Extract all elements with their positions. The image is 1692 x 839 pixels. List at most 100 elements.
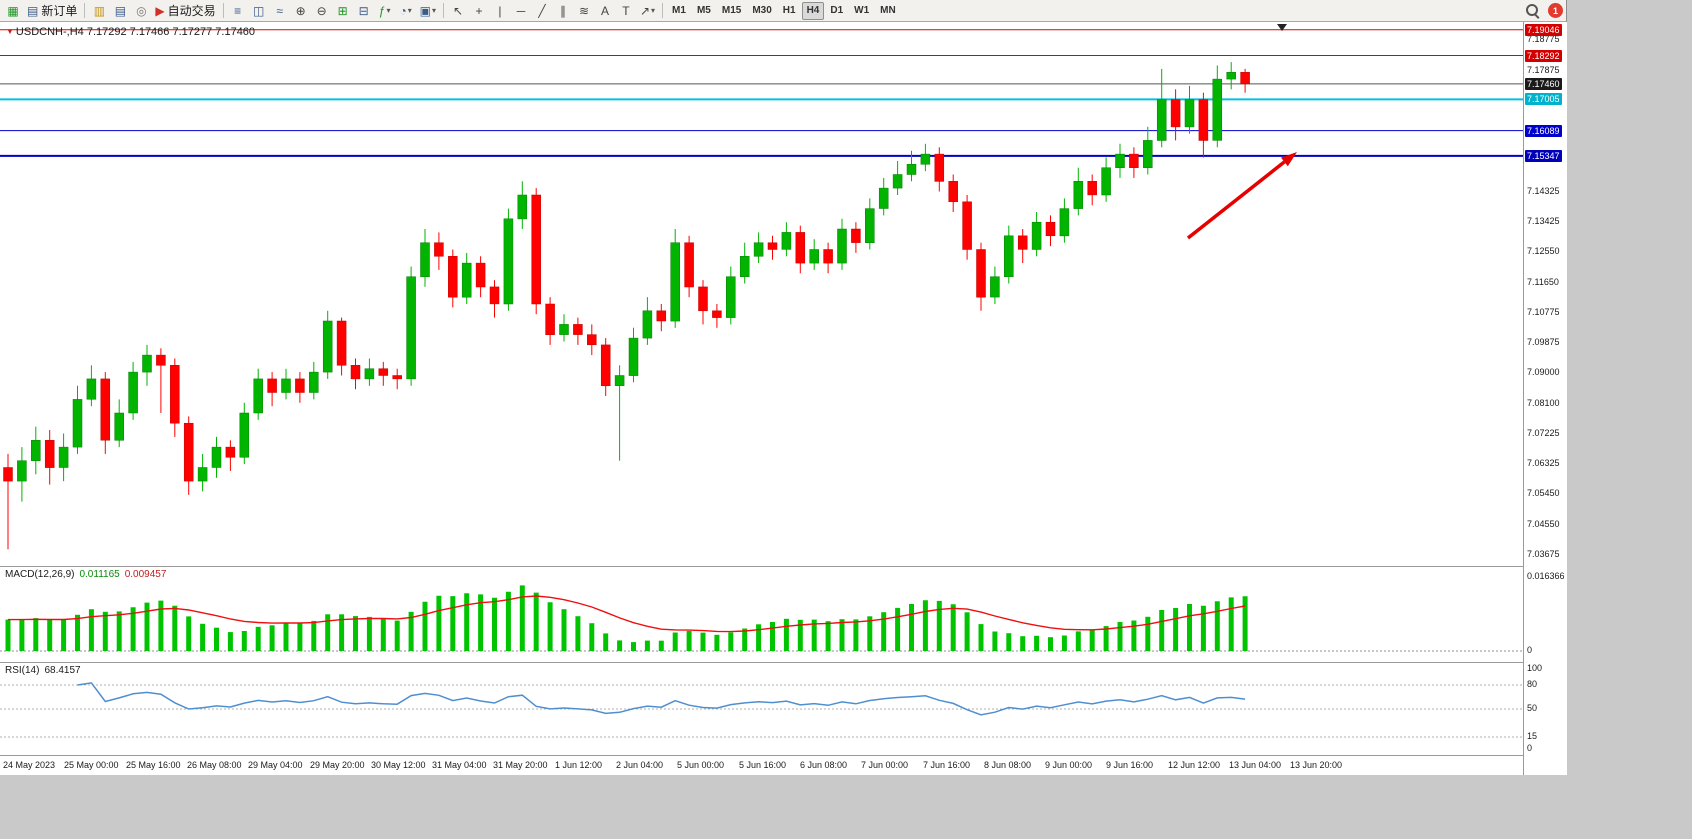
market-watch-icon: ▤	[114, 3, 127, 18]
price-axis-label: 7.04550	[1527, 519, 1560, 529]
fibonacci-icon: ≋	[578, 3, 589, 18]
toolbar-separator	[442, 3, 444, 18]
time-axis-label: 24 May 2023	[3, 760, 56, 770]
cursor-tool-button[interactable]: ↖	[448, 1, 468, 21]
macd-name: MACD(12,26,9)	[5, 569, 75, 580]
new-order-icon: ▤	[27, 3, 39, 18]
vertical-line-icon: |	[498, 3, 502, 18]
price-axis-label: 7.12550	[1527, 246, 1560, 256]
price-badge: 7.17005	[1525, 93, 1562, 105]
auto-trading-button[interactable]: ▶ 自动交易	[152, 1, 218, 21]
cascade-windows-button[interactable]: ⊟	[354, 1, 374, 21]
label-icon: T	[622, 3, 630, 18]
timeframe-d1-button[interactable]: D1	[830, 5, 844, 16]
chart-shift-marker-icon[interactable]	[1277, 24, 1287, 31]
time-axis-label: 13 Jun 04:00	[1229, 760, 1282, 770]
chevron-down-icon: ▾	[386, 6, 391, 15]
trendline-tool-button[interactable]: ╱	[532, 1, 552, 21]
rsi-panel[interactable]: RSI(14) 68.4157	[0, 662, 1523, 754]
navigator-button[interactable]: ◎	[131, 1, 151, 21]
new-chart-icon: ▦	[7, 3, 19, 18]
symbol-name: USDCNH-,H4	[15, 26, 84, 38]
zoom-out-icon: ⊖	[316, 3, 327, 18]
time-axis-label: 2 Jun 04:00	[616, 760, 664, 770]
templates-button[interactable]: ▣ ▾	[417, 1, 439, 21]
rsi-name: RSI(14)	[5, 665, 40, 676]
toolbar-separator	[222, 3, 224, 18]
timeframe-mn-button[interactable]: MN	[880, 5, 896, 16]
time-axis-label: 7 Jun 16:00	[923, 760, 971, 770]
candlestick-icon: ◫	[252, 3, 265, 18]
new-order-label: 新订单	[41, 4, 78, 18]
timeframe-m5-button[interactable]: M5	[696, 5, 711, 16]
time-axis-label: 5 Jun 00:00	[677, 760, 725, 770]
bar-chart-mode-button[interactable]: ≡	[228, 1, 248, 21]
candlestick-mode-button[interactable]: ◫	[249, 1, 269, 21]
time-axis[interactable]: 24 May 2023 25 May 00:00 25 May 16:00 26 Ma…	[0, 755, 1523, 775]
price-badge: 7.17460	[1525, 78, 1562, 90]
tile-windows-button[interactable]: ⊞	[333, 1, 353, 21]
channel-tool-button[interactable]: ∥	[553, 1, 573, 21]
search-icon	[1525, 3, 1540, 18]
macd-panel[interactable]: MACD(12,26,9) 0.011165 0.009457	[0, 566, 1523, 659]
time-axis-label: 1 Jun 12:00	[555, 760, 603, 770]
price-axis-label: 7.06325	[1527, 458, 1560, 468]
timeframe-m30-button[interactable]: M30	[752, 5, 772, 16]
zoom-in-button[interactable]: ⊕	[291, 1, 311, 21]
chevron-down-icon: ▾	[407, 6, 412, 15]
cascade-windows-icon: ⊟	[358, 3, 369, 18]
time-axis-label: 9 Jun 00:00	[1045, 760, 1093, 770]
rsi-axis-label: 100	[1527, 663, 1543, 673]
notification-badge[interactable]: 1	[1548, 3, 1563, 18]
vertical-line-tool-button[interactable]: |	[490, 1, 510, 21]
price-badge: 7.18292	[1525, 50, 1562, 62]
rsi-axis-label: 15	[1527, 731, 1538, 741]
text-tool-button[interactable]: A	[595, 1, 615, 21]
new-order-button[interactable]: ▤ 新订单	[24, 1, 80, 21]
rsi-label: RSI(14) 68.4157	[5, 665, 81, 676]
time-axis-label: 5 Jun 16:00	[739, 760, 787, 770]
label-tool-button[interactable]: T	[616, 1, 636, 21]
chart-canvas[interactable]: ▼ USDCNH-,H4 7.17292 7.17466 7.17277 7.17…	[0, 22, 1523, 563]
indicators-icon: ƒ	[378, 3, 386, 18]
indicators-button[interactable]: ƒ ▾	[375, 1, 395, 21]
price-axis[interactable]: 7.18775 7.17875 7.14325 7.13425 7.12550 7.116…	[1523, 22, 1567, 775]
price-axis-label: 7.07225	[1527, 428, 1560, 438]
price-axis-label: 7.09875	[1527, 337, 1560, 347]
horizontal-line-tool-button[interactable]: ─	[511, 1, 531, 21]
periods-button[interactable]: ◔ ▾	[396, 1, 416, 21]
price-axis-label: 7.11650	[1527, 277, 1559, 287]
auto-trading-label: 自动交易	[167, 4, 216, 18]
search-button[interactable]	[1522, 1, 1543, 21]
quotes-button[interactable]: ▥	[89, 1, 109, 21]
time-axis-label: 25 May 16:00	[126, 760, 181, 770]
zoom-out-button[interactable]: ⊖	[312, 1, 332, 21]
timeframe-m1-button[interactable]: M1	[672, 5, 686, 16]
candlestick-chart[interactable]	[0, 22, 1523, 563]
new-chart-button[interactable]: ▦	[3, 1, 23, 21]
price-axis-label: 7.08100	[1527, 398, 1560, 408]
price-axis-label: 7.13425	[1527, 216, 1560, 226]
time-axis-label: 30 May 12:00	[371, 760, 426, 770]
timeframe-h4-button[interactable]: H4	[801, 1, 825, 20]
price-axis-label: 7.03675	[1527, 549, 1560, 559]
timeframe-w1-button[interactable]: W1	[854, 5, 870, 16]
timeframe-m15-button[interactable]: M15	[721, 5, 742, 16]
timeframe-h1-button[interactable]: H1	[782, 5, 796, 16]
arrows-tool-button[interactable]: ↗ ▾	[637, 1, 658, 21]
chart-region: ▼ USDCNH-,H4 7.17292 7.17466 7.17277 7.17…	[0, 22, 1567, 775]
main-toolbar: ▦ ▤ 新订单 ▥ ▤ ◎ ▶ 自动交易 ≡ ◫ ≈ ⊕ ⊖ ⊞ ⊟ ƒ ▾ ◔ ▾…	[0, 0, 1566, 22]
navigator-icon: ◎	[136, 3, 147, 18]
time-axis-label: 29 May 20:00	[310, 760, 365, 770]
zoom-in-icon: ⊕	[295, 3, 306, 18]
fibonacci-tool-button[interactable]: ≋	[574, 1, 594, 21]
price-badge: 7.16089	[1525, 125, 1562, 137]
templates-icon: ▣	[419, 3, 431, 18]
market-watch-button[interactable]: ▤	[110, 1, 130, 21]
text-icon: A	[600, 3, 609, 18]
line-chart-mode-button[interactable]: ≈	[270, 1, 290, 21]
time-axis-label: 31 May 20:00	[493, 760, 548, 770]
macd-axis-zero: 0	[1527, 645, 1533, 655]
crosshair-tool-button[interactable]: +	[469, 1, 489, 21]
bar-chart-icon: ≡	[234, 3, 242, 18]
